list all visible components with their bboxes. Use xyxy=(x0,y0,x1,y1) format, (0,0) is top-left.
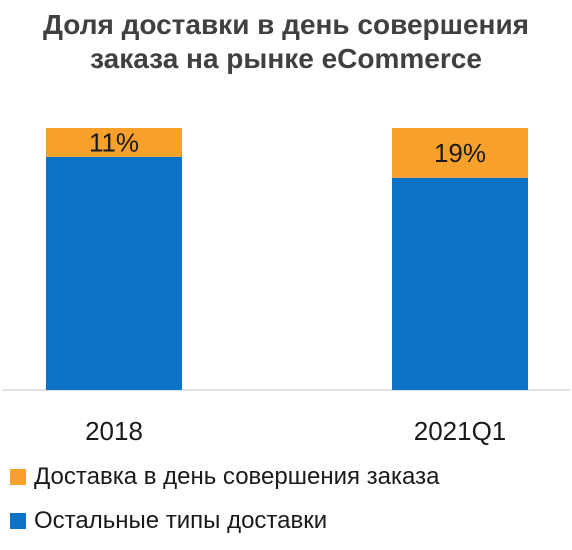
legend-swatch-other xyxy=(10,513,26,529)
stacked-bar-chart: 11% 2018 19% 2021Q1 xyxy=(2,127,570,446)
chart-title-line-2: заказа на рынке eCommerce xyxy=(90,43,482,74)
legend-item-same-day: Доставка в день совершения заказа xyxy=(10,462,439,492)
legend-label-same-day: Доставка в день совершения заказа xyxy=(34,463,440,490)
data-label-2021q1: 19% xyxy=(434,138,486,168)
labels-group: 11% 2018 19% 2021Q1 xyxy=(85,127,506,446)
data-label-2018: 11% xyxy=(89,127,139,157)
bar-segment-same-day-2021q1 xyxy=(392,128,528,178)
chart-title-line-1: Доля доставки в день совершения xyxy=(43,9,529,40)
x-tick-label-2018: 2018 xyxy=(85,416,143,446)
bar-segment-same-day-2018 xyxy=(46,128,182,157)
legend: Доставка в день совершения заказа Осталь… xyxy=(10,462,439,550)
legend-label-other: Остальные типы доставки xyxy=(34,507,328,534)
chart-title: Доля доставки в день совершения заказа н… xyxy=(0,8,572,76)
bar-segment-other-2021q1 xyxy=(392,177,528,390)
legend-swatch-same-day xyxy=(10,469,26,485)
bars-group xyxy=(46,128,528,390)
legend-item-other: Остальные типы доставки xyxy=(10,506,439,536)
bar-segment-other-2018 xyxy=(46,156,182,390)
x-tick-label-2021q1: 2021Q1 xyxy=(414,416,507,446)
